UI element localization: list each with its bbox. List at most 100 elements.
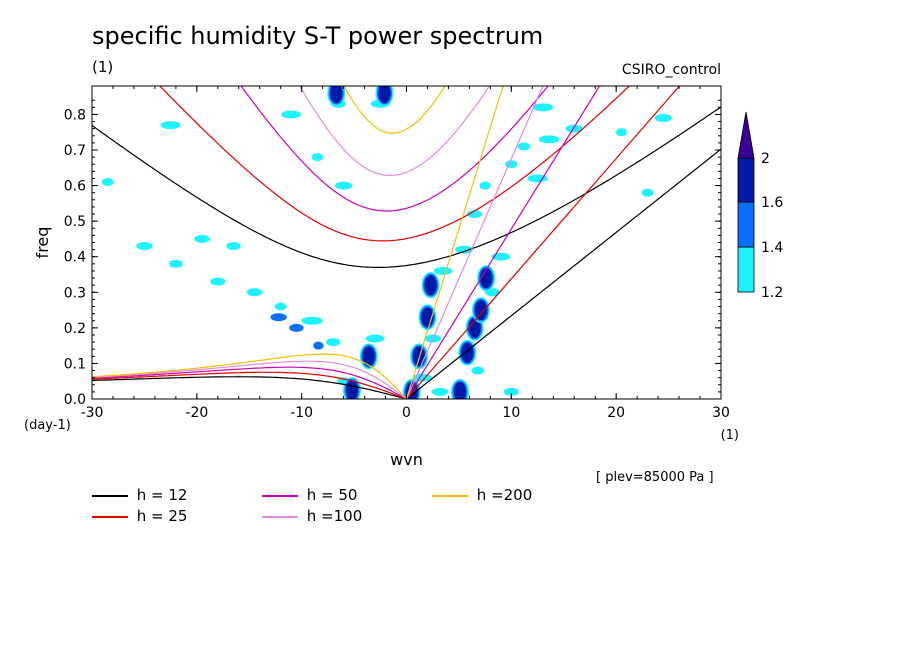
legend-label: h =100 [306,507,363,525]
contour-blob [517,142,531,151]
inertia-gravity-curve [299,86,491,176]
legend-label: h =200 [476,486,533,504]
contour-blob [532,103,554,112]
y-tick-label: 0.6 [64,179,86,195]
contour-blob [330,86,343,104]
kelvin-curve [406,148,721,399]
x-tick-label: -10 [290,405,313,421]
contour-blob [270,313,287,322]
contour-blob [503,387,519,396]
x-tick-label: -20 [185,405,208,421]
legend-item-h25: h = 25 [92,507,187,525]
rossby-curve [92,376,407,399]
contour-blob [210,277,226,286]
contour-blob [433,266,453,275]
colorbar-arrow [737,111,755,159]
contour-blob [378,86,391,104]
plev-label: [ plev=85000 Pa ] [596,470,714,485]
inertia-gravity-curve [343,86,446,134]
y-tick-label: 0.0 [64,392,86,408]
colorbar-label: 2 [761,151,770,167]
contour-blob [274,302,287,311]
kelvin-curve [405,86,601,399]
legend-item-h12: h = 12 [92,486,187,504]
model-label: CSIRO_control [621,62,721,78]
contour-blob [615,128,627,137]
contour-blob [654,114,672,123]
kelvin-curve [405,86,544,399]
contour-blob [424,275,437,296]
legend-item-h200: h =200 [432,486,532,504]
colorbar-label: 1.2 [761,285,783,301]
x-tick-label: 30 [712,405,730,421]
x-tick-label: 20 [607,405,625,421]
contour-blob [461,342,474,363]
kelvin-curve [405,86,504,399]
kelvin-curve [406,86,681,399]
contour-blob [431,387,449,396]
contour-blob [474,300,487,321]
contour-blob [365,334,385,343]
units-label: (1) [92,58,114,76]
contour-blob [468,317,481,338]
contour-blob [335,181,353,190]
page-title: specific humidity S-T power spectrum [92,22,544,50]
legend-label: h = 12 [136,486,188,504]
contour-blob [136,242,153,251]
contour-blob [479,181,491,190]
contour-blob [471,366,485,375]
colorbar-segment [737,246,755,293]
colorbar-label: 1.6 [761,195,783,211]
contour-blob [362,346,375,367]
contour-blob [453,381,466,399]
contour-blob [194,234,210,243]
x-tick-label: 0 [402,405,411,421]
legend-item-h100: h =100 [262,507,362,525]
legend-label: h = 25 [136,507,188,525]
colorbar-segment [737,157,755,203]
y-axis-label: freq [33,227,52,259]
plot-area [92,86,721,399]
inertia-gravity-curve [158,86,631,242]
rossby-curve [92,353,407,399]
y-tick-label: 0.7 [64,143,86,159]
y-tick-label: 0.8 [64,107,86,123]
legend-item-h50: h = 50 [262,486,357,504]
colorbar-segment [737,201,755,248]
contour-blob [641,188,654,197]
contour-blob [527,174,548,183]
x-tick-label: 10 [502,405,520,421]
y-tick-label: 0.4 [64,250,86,266]
contour-blob [289,323,304,332]
rossby-curve [92,360,407,399]
contour-blob [480,268,493,289]
contour-blob [246,288,263,297]
contour-blob [301,316,323,325]
contour-blob [226,242,241,251]
y-tick-label: 0.2 [64,321,86,337]
contour-blob [160,121,181,130]
contour-blob [565,124,583,133]
contour-blob [168,259,183,268]
y-tick-label: 0.3 [64,285,86,301]
inertia-gravity-curve [92,106,721,268]
contour-blob [345,380,358,399]
contour-blob [455,245,474,254]
colorbar-label: 1.4 [761,240,783,256]
rossby-curve [92,371,407,399]
contour-blob [281,110,301,119]
contour-blob [467,210,483,219]
rossby-curve [92,366,407,399]
contour-blob [538,135,560,144]
contour-blob [101,178,114,187]
inertia-gravity-curve [240,86,549,212]
x-axis-unit: (1) [721,428,739,443]
contour-blob [311,153,324,162]
legend-label: h = 50 [306,486,358,504]
contour-blob [313,341,324,350]
x-axis-label: wvn [390,450,423,469]
y-axis-unit: (day-1) [24,418,71,433]
y-tick-label: 0.5 [64,214,86,230]
x-tick-label: -30 [81,405,104,421]
